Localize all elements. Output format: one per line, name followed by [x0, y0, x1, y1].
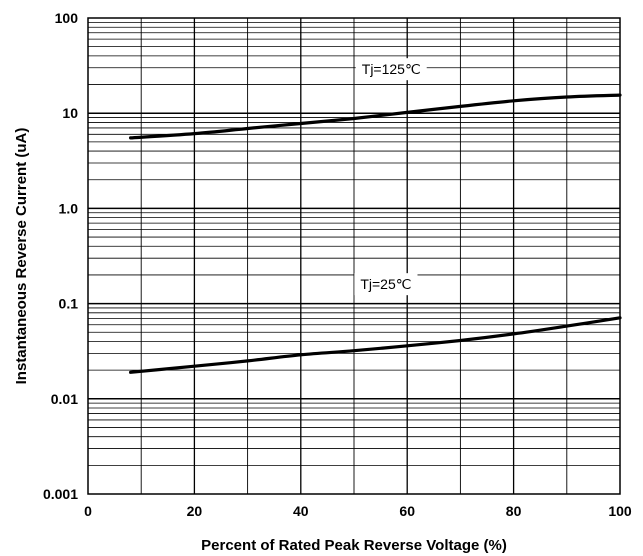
- grid: [88, 18, 620, 494]
- x-tick-label: 80: [506, 503, 522, 519]
- x-tick-label: 0: [84, 503, 92, 519]
- y-tick-label: 1.0: [59, 200, 79, 216]
- series-line-125c: [129, 93, 622, 140]
- x-tick-label: 60: [399, 503, 415, 519]
- x-axis-ticks: 0 20 40 60 80 100: [84, 503, 632, 519]
- x-axis-title: Percent of Rated Peak Reverse Voltage (%…: [201, 537, 507, 554]
- series-label-25c: Tj=25℃: [354, 273, 418, 296]
- series-line-25c: [129, 316, 622, 374]
- y-tick-label: 0.01: [51, 391, 78, 407]
- y-tick-label: 100: [55, 10, 79, 26]
- series-label-125c-text: Tj=125℃: [362, 61, 421, 77]
- series-group: [129, 93, 622, 374]
- series-label-25c-text: Tj=25℃: [360, 276, 411, 292]
- x-tick-label: 40: [293, 503, 309, 519]
- y-tick-label: 0.1: [59, 296, 79, 312]
- x-tick-label: 100: [608, 503, 632, 519]
- y-axis-ticks: 0.001 0.01 0.1 1.0 10 100: [43, 10, 78, 502]
- x-tick-label: 20: [187, 503, 203, 519]
- plot-frame: [87, 17, 621, 495]
- y-axis-title: Instantaneous Reverse Current (uA): [13, 128, 30, 385]
- series-label-125c: Tj=125℃: [355, 58, 427, 81]
- y-tick-label: 10: [62, 105, 78, 121]
- y-tick-label: 0.001: [43, 486, 78, 502]
